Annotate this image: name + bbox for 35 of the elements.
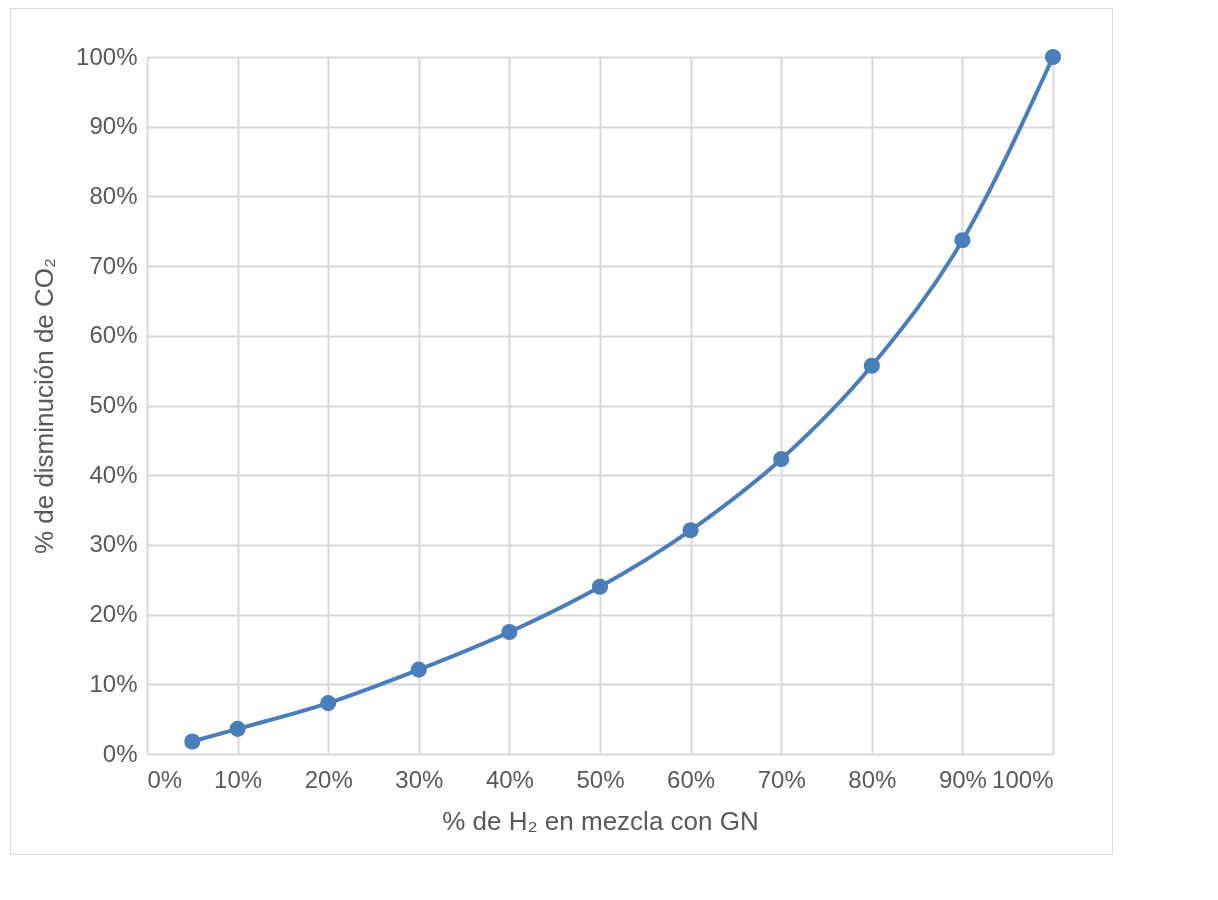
point: [501, 623, 518, 641]
x-tick-label: 50%: [576, 765, 625, 793]
point: [682, 522, 699, 539]
x-tick-label: 90%: [938, 765, 987, 793]
y-tick-label: 100%: [76, 42, 138, 70]
x-tick-label: 70%: [757, 765, 806, 793]
y-tick-label: 60%: [89, 321, 138, 349]
x-tick-label: 10%: [214, 765, 263, 793]
y-tick-label: 80%: [89, 181, 138, 209]
point: [184, 733, 201, 750]
y-axis-title: % de disminución de CO₂: [29, 257, 60, 555]
x-tick-label: 100%: [992, 765, 1054, 793]
point: [863, 357, 880, 374]
y-tick-label: 50%: [89, 391, 138, 418]
y-tick-label: 90%: [89, 112, 138, 140]
x-tick-label: 60%: [667, 765, 716, 793]
y-tick-label: 40%: [89, 460, 138, 488]
x-tick-label: 30%: [395, 765, 444, 793]
point: [954, 232, 971, 249]
x-axis-title: % de H₂ en mezcla con GN: [442, 805, 759, 836]
point: [320, 695, 337, 712]
x-tick-label: 40%: [485, 765, 534, 793]
y-tick-label: 30%: [89, 530, 138, 558]
x-tick-label: 0%: [147, 765, 183, 793]
x-tick-label: 80%: [848, 765, 897, 793]
y-tick-label: 0%: [102, 739, 138, 767]
x-tick-label: 20%: [304, 765, 353, 793]
point: [1044, 48, 1062, 66]
y-tick-label: 10%: [89, 669, 138, 697]
point: [773, 451, 790, 468]
point: [229, 720, 246, 737]
point: [591, 578, 609, 595]
point: [410, 661, 427, 678]
y-tick-label: 20%: [89, 600, 138, 628]
y-tick-label: 70%: [89, 251, 138, 279]
